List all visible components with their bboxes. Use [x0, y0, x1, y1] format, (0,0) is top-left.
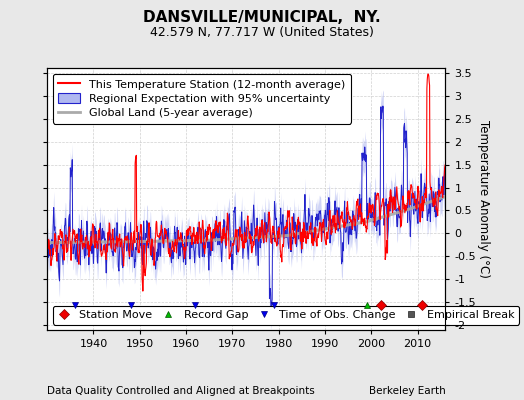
- Text: DANSVILLE/MUNICIPAL,  NY.: DANSVILLE/MUNICIPAL, NY.: [143, 10, 381, 25]
- Y-axis label: Temperature Anomaly (°C): Temperature Anomaly (°C): [477, 120, 490, 278]
- Text: Data Quality Controlled and Aligned at Breakpoints: Data Quality Controlled and Aligned at B…: [47, 386, 315, 396]
- Text: 42.579 N, 77.717 W (United States): 42.579 N, 77.717 W (United States): [150, 26, 374, 39]
- Legend: Station Move, Record Gap, Time of Obs. Change, Empirical Break: Station Move, Record Gap, Time of Obs. C…: [53, 306, 519, 325]
- Text: Berkeley Earth: Berkeley Earth: [369, 386, 445, 396]
